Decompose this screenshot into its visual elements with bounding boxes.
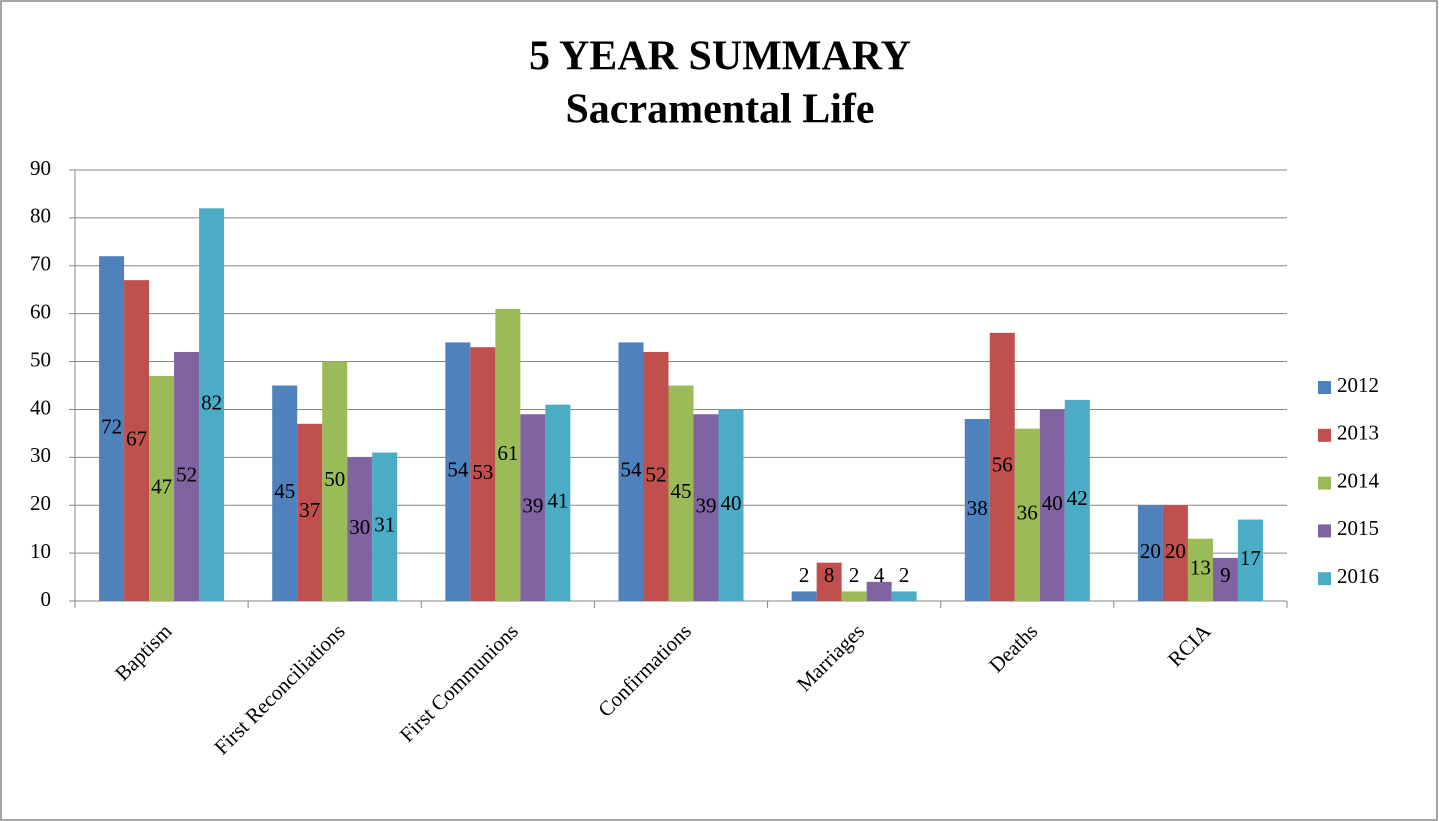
data-label: 50 <box>324 467 345 491</box>
y-tick-label: 50 <box>30 347 51 371</box>
bar <box>199 208 225 602</box>
bar <box>693 414 719 601</box>
y-tick-label: 30 <box>30 443 51 467</box>
y-tick-label: 70 <box>30 252 51 276</box>
data-label: 52 <box>176 462 197 486</box>
data-label: 41 <box>547 489 568 513</box>
data-label: 67 <box>126 426 147 450</box>
data-label: 61 <box>497 441 518 465</box>
data-label: 54 <box>447 458 469 482</box>
chart-subtitle: Sacramental Life <box>565 87 874 133</box>
data-label: 17 <box>1240 546 1261 570</box>
data-label: 20 <box>1140 539 1161 563</box>
data-label: 39 <box>696 493 717 517</box>
bar <box>718 409 744 601</box>
data-label: 45 <box>274 479 295 503</box>
data-label: 9 <box>1220 563 1231 587</box>
bar <box>964 419 990 601</box>
y-tick-label: 60 <box>30 299 51 323</box>
data-label: 2 <box>849 563 860 587</box>
data-label: 56 <box>992 453 1013 477</box>
bar <box>297 423 323 601</box>
bar <box>989 332 1015 601</box>
legend-label: 2016 <box>1337 564 1379 588</box>
bar <box>1014 428 1040 601</box>
bar <box>347 457 373 601</box>
data-label: 40 <box>1042 491 1063 515</box>
bar <box>1212 557 1238 601</box>
bar <box>841 591 867 601</box>
chart-title: 5 YEAR SUMMARY <box>529 34 911 80</box>
bar <box>470 347 496 601</box>
data-label: 37 <box>299 498 320 522</box>
bar <box>124 280 150 601</box>
bar <box>668 385 694 601</box>
bar <box>618 342 644 601</box>
bar <box>149 375 175 601</box>
data-label: 31 <box>374 513 395 537</box>
y-tick-label: 10 <box>30 539 51 563</box>
bar <box>816 562 842 601</box>
data-label: 39 <box>522 493 543 517</box>
data-label: 2 <box>899 563 910 587</box>
bar <box>1237 519 1263 601</box>
y-tick-label: 40 <box>30 395 51 419</box>
bar <box>545 404 571 601</box>
data-label: 2 <box>799 563 810 587</box>
data-label: 30 <box>349 515 370 539</box>
bar <box>1162 505 1188 601</box>
data-label: 53 <box>472 460 493 484</box>
legend-swatch <box>1318 476 1331 490</box>
data-label: 40 <box>721 491 742 515</box>
data-label: 52 <box>646 462 667 486</box>
data-label: 36 <box>1017 501 1038 525</box>
data-label: 82 <box>201 390 222 414</box>
bar <box>372 452 398 601</box>
data-label: 8 <box>824 563 835 587</box>
legend-swatch <box>1318 381 1331 394</box>
y-tick-label: 80 <box>30 204 51 228</box>
legend-swatch <box>1318 524 1331 538</box>
data-label: 4 <box>874 563 885 587</box>
data-label: 45 <box>671 479 692 503</box>
legend-label: 2012 <box>1337 373 1379 397</box>
data-label: 13 <box>1190 556 1211 580</box>
bar <box>1187 538 1213 601</box>
bar <box>791 591 817 601</box>
legend-swatch <box>1318 572 1331 586</box>
data-label: 20 <box>1165 539 1186 563</box>
bar <box>1137 505 1163 601</box>
bar <box>643 351 669 601</box>
legend-label: 2014 <box>1337 468 1380 492</box>
y-tick-label: 0 <box>41 587 52 611</box>
data-label: 54 <box>621 458 643 482</box>
legend-label: 2015 <box>1337 516 1379 540</box>
bar <box>1039 409 1065 601</box>
bar <box>272 385 298 601</box>
y-tick-label: 90 <box>30 156 51 180</box>
data-label: 38 <box>967 496 988 520</box>
bar <box>891 591 917 601</box>
legend-swatch <box>1318 428 1331 442</box>
bar <box>520 414 546 601</box>
legend-label: 2013 <box>1337 421 1379 445</box>
bar <box>866 581 892 601</box>
y-tick-label: 20 <box>30 491 51 515</box>
bar <box>99 256 125 601</box>
data-label: 72 <box>101 414 122 438</box>
data-label: 42 <box>1067 486 1088 510</box>
bar <box>445 342 471 601</box>
bar <box>1064 399 1090 601</box>
bar <box>495 308 521 601</box>
data-label: 47 <box>151 474 172 498</box>
bar <box>174 351 200 601</box>
bar <box>322 361 348 601</box>
